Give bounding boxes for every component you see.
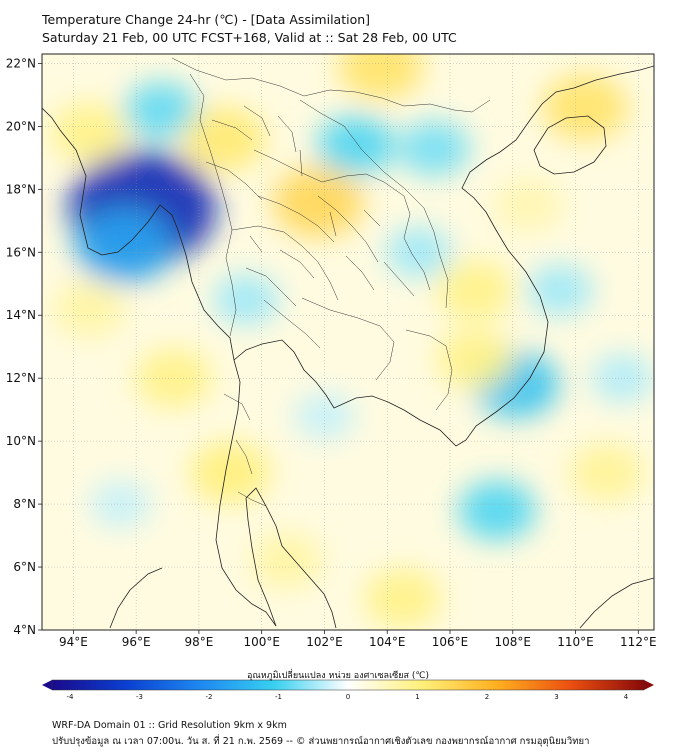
lon-label: 94°E bbox=[59, 635, 88, 649]
colorbar-tick-label: 2 bbox=[485, 693, 489, 701]
border-thailand-laos bbox=[253, 149, 431, 291]
lat-label: 18°N bbox=[6, 182, 36, 196]
anomaly-blob-6 bbox=[458, 480, 536, 541]
anomaly-blob-25 bbox=[250, 533, 323, 589]
plot-area bbox=[42, 54, 654, 630]
anomaly-blob-3 bbox=[317, 115, 395, 176]
coastline-mainland bbox=[42, 65, 654, 627]
anomaly-blob-14 bbox=[182, 106, 266, 172]
anomaly-blob-4 bbox=[398, 120, 471, 177]
admin-borders bbox=[171, 57, 491, 507]
colorbar-tick-label: 1 bbox=[415, 693, 419, 701]
anomaly-blob-15 bbox=[338, 54, 424, 100]
lon-label: 104°E bbox=[369, 635, 406, 649]
anomaly-blob-8 bbox=[385, 226, 452, 278]
colorbar: -4 -3 -2 -1 0 1 2 3 4 bbox=[42, 679, 654, 701]
border-myanmar-thailand bbox=[189, 73, 237, 337]
lat-label: 6°N bbox=[13, 560, 36, 574]
provinces-b bbox=[223, 105, 415, 475]
coastline-hainan bbox=[533, 115, 607, 175]
border-cambodia-vietnam bbox=[405, 329, 453, 411]
colorbar-label: อุณหภูมิเปลี่ยนแปลง หน่วย องศาเซลเซียส (… bbox=[246, 671, 430, 681]
anomaly-blob-9 bbox=[526, 264, 593, 316]
lat-label: 4°N bbox=[13, 623, 36, 637]
footer-model-info: WRF-DA Domain 01 :: Grid Resolution 9km … bbox=[52, 720, 287, 731]
lon-label: 112°E bbox=[620, 635, 657, 649]
anomaly-blob-22 bbox=[569, 443, 645, 502]
anomaly-blob-21 bbox=[135, 348, 213, 409]
map-subtitle: Saturday 21 Feb, 00 UTC FCST+168, Valid … bbox=[42, 30, 457, 45]
lat-label: 14°N bbox=[6, 308, 36, 322]
colorbar-tick-label: 4 bbox=[624, 693, 629, 701]
lat-lon-grid bbox=[42, 54, 654, 630]
anomaly-blob-2 bbox=[124, 81, 199, 140]
colorbar-ramp bbox=[51, 679, 645, 691]
anomaly-blob-13 bbox=[272, 166, 364, 238]
colorbar-max-arrow bbox=[644, 680, 654, 690]
provinces-a bbox=[205, 119, 379, 349]
lat-label: 22°N bbox=[6, 56, 36, 70]
colorbar-tick-label: 0 bbox=[346, 693, 350, 701]
lat-label: 12°N bbox=[6, 371, 36, 385]
anomaly-blob-11 bbox=[294, 392, 355, 440]
border-malaysia bbox=[237, 491, 267, 507]
lat-label: 16°N bbox=[6, 245, 36, 259]
longitude-axis: 94°E 96°E 98°E 100°E 102°E 104°E 106°E 108°E 110… bbox=[59, 630, 657, 649]
anomaly-blob-16 bbox=[542, 74, 628, 141]
colorbar-min-arrow bbox=[42, 680, 52, 690]
coastline-borneo bbox=[579, 577, 654, 629]
anomaly-blob-19 bbox=[364, 568, 442, 629]
colorbar-tick-label: -2 bbox=[206, 693, 213, 701]
anomaly-field bbox=[50, 54, 654, 629]
border-thailand-cambodia bbox=[301, 297, 395, 381]
colorbar-tick-label: 3 bbox=[554, 693, 558, 701]
anomaly-blob-7 bbox=[213, 274, 279, 325]
map-title: Temperature Change 24-hr (℃) - [Data Ass… bbox=[42, 12, 371, 27]
colorbar-tick-label: -1 bbox=[275, 693, 282, 701]
lat-label: 10°N bbox=[6, 434, 36, 448]
plot-frame bbox=[41, 53, 655, 631]
border-china bbox=[171, 57, 491, 113]
footer-credit: ปรับปรุงข้อมูล ณ เวลา 07:00น. วัน ส. ที่… bbox=[52, 736, 590, 747]
lon-label: 108°E bbox=[495, 635, 532, 649]
anomaly-blob-17 bbox=[50, 102, 128, 163]
lon-label: 98°E bbox=[184, 635, 213, 649]
colorbar-tick-label: -4 bbox=[67, 693, 75, 701]
lon-label: 100°E bbox=[243, 635, 280, 649]
anomaly-blob-18 bbox=[190, 441, 271, 504]
colorbar-tick-label: -3 bbox=[136, 693, 143, 701]
lat-label: 8°N bbox=[13, 497, 36, 511]
latitude-axis: 22°N 20°N 18°N 16°N 14°N 12°N 10°N 8°N 6°N 4°N bbox=[6, 56, 42, 637]
anomaly-blob-23 bbox=[436, 329, 514, 390]
anomaly-blob-20 bbox=[436, 260, 514, 320]
lon-label: 106°E bbox=[432, 635, 469, 649]
lat-label: 20°N bbox=[6, 119, 36, 133]
lon-label: 102°E bbox=[306, 635, 343, 649]
anomaly-blob-1 bbox=[75, 208, 172, 284]
lon-label: 110°E bbox=[557, 635, 594, 649]
anomaly-blob-24 bbox=[53, 281, 125, 337]
anomaly-blob-26 bbox=[494, 178, 563, 232]
lon-label: 96°E bbox=[122, 635, 151, 649]
border-laos-vietnam bbox=[299, 99, 449, 309]
coastline-sumatra bbox=[109, 567, 163, 629]
